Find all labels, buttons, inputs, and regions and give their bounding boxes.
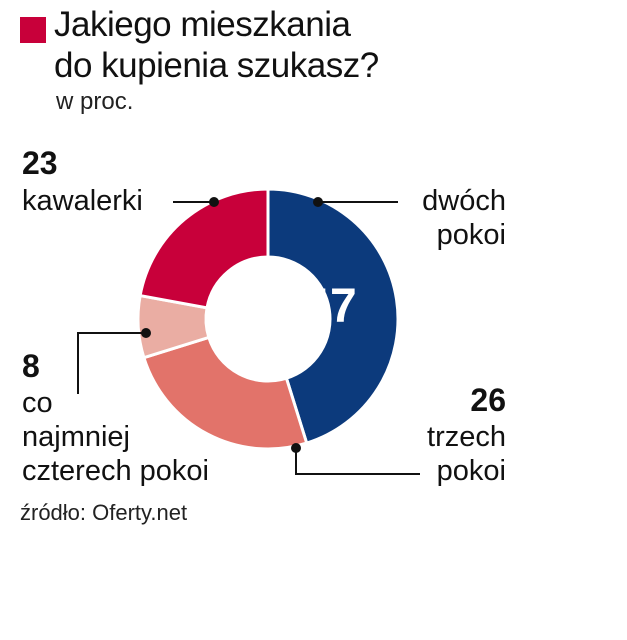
category-label-trzech-line-1: trzech	[427, 421, 506, 453]
data-label-kawalerki: 23	[22, 145, 58, 181]
donut-slice-kawalerki	[138, 187, 270, 310]
leader-dot-trzech	[291, 443, 301, 453]
category-label-czterech-line-2: najmniej	[22, 421, 130, 453]
leader-line-trzech	[295, 450, 420, 475]
chart-title-line-1: Jakiego mieszkania	[54, 5, 351, 44]
category-label-czterech-line-1: co	[22, 387, 53, 419]
leader-line-czterech	[77, 332, 146, 394]
category-label-dwoch-line-1: dwóch	[422, 185, 506, 217]
leader-dot-czterech	[141, 328, 151, 338]
chart-title-line-2: do kupienia szukasz?	[54, 46, 379, 85]
data-label-trzech: 26	[470, 382, 506, 418]
category-label-czterech-line-3: czterech pokoi	[22, 455, 209, 487]
donut-slice-dwoch	[266, 187, 400, 445]
chart-subtitle: w proc.	[56, 88, 134, 115]
category-label-dwoch-line-2: pokoi	[437, 219, 506, 251]
chart-title: Jakiego mieszkania do kupienia szukasz?	[54, 4, 379, 86]
source-note: źródło: Oferty.net	[20, 500, 188, 525]
data-label-dwoch: 47	[303, 280, 356, 333]
donut-slice-trzech	[142, 335, 309, 451]
leader-dots	[141, 197, 323, 453]
title-marker	[20, 17, 46, 43]
category-label-trzech-line-2: pokoi	[437, 455, 506, 487]
leader-dot-dwoch	[313, 197, 323, 207]
category-label-kawalerki: kawalerki	[22, 185, 143, 217]
data-label-czterech: 8	[22, 348, 40, 384]
donut-slices	[136, 187, 400, 451]
leader-lines	[77, 201, 420, 475]
leader-dot-kawalerki	[209, 197, 219, 207]
